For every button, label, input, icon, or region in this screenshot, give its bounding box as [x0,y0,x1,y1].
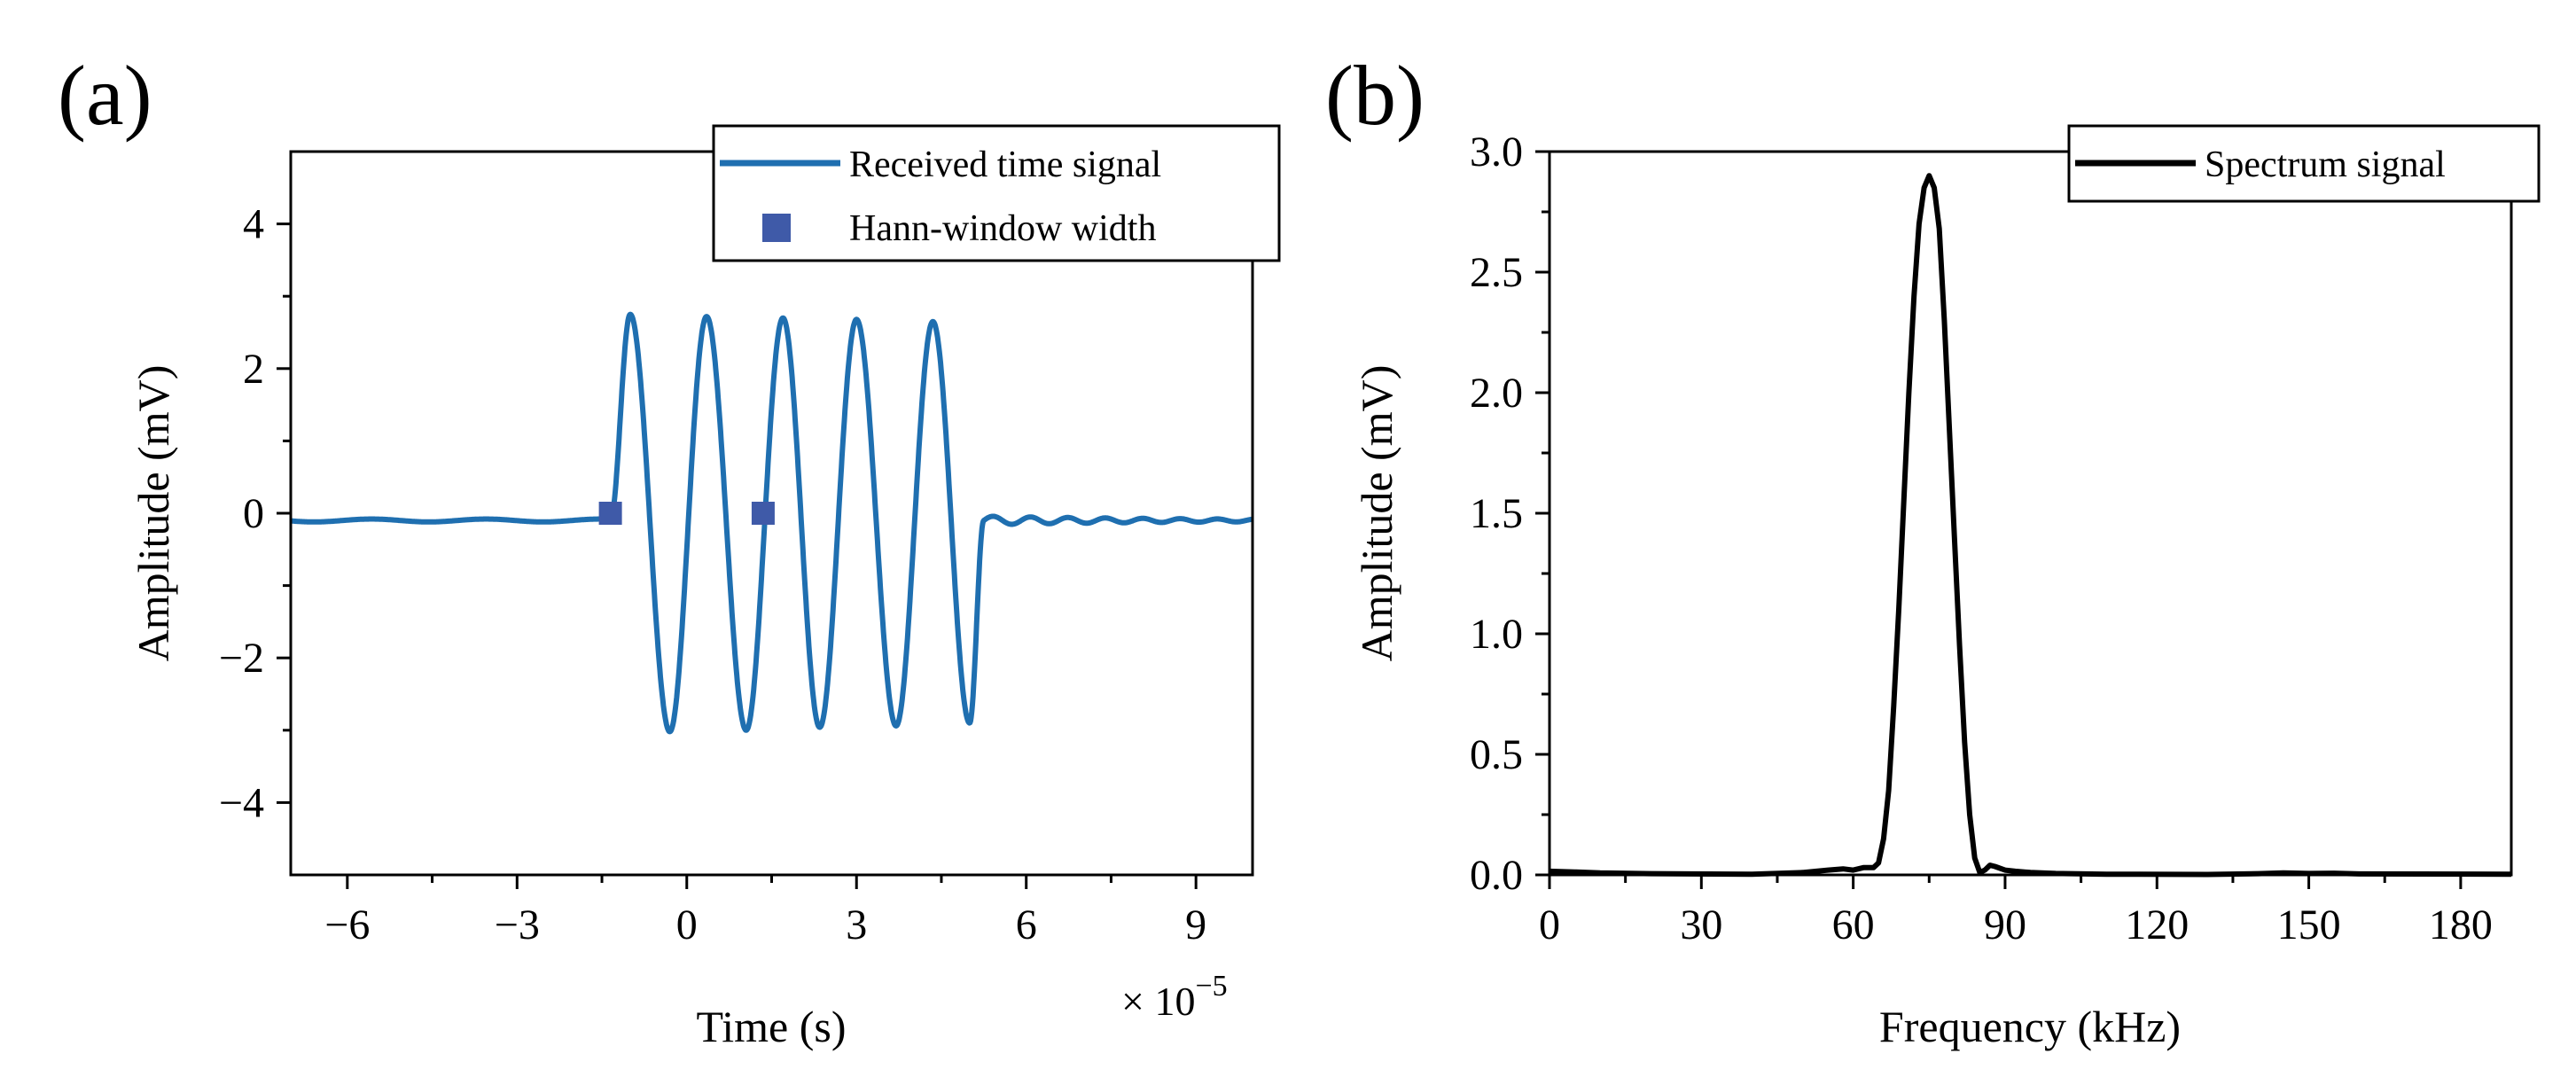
panel-b-y-tick-label: 0.0 [1470,852,1523,899]
panel-b-y-tick-label: 1.5 [1470,490,1523,537]
panel-b-x-tick-label: 180 [2429,901,2493,948]
panel-a-x-tick-label: −6 [324,901,370,948]
panel-a-ticks: −6 −3 0 3 6 9 −4 −2 0 2 4 [219,201,1206,948]
panel-b-y-tick-label: 1.0 [1470,611,1523,658]
panel-a-x-tick-label: 0 [676,901,698,948]
spectrum-signal-line [1549,173,2512,878]
panel-b-frame [1548,150,2513,877]
panel-b-x-tick-label: 90 [1984,901,2026,948]
panel-a-x-tick-label: 3 [846,901,867,948]
received-time-signal-line [288,311,1255,735]
panel-a-legend: Received time signal Hann-window width [712,124,1281,262]
panel-a-letter: (a) [58,48,152,143]
hann-window-marker [751,502,775,525]
panel-b-y-tick-label: 3.0 [1470,129,1523,176]
panel-a-x-tick-label: 9 [1185,901,1206,948]
panel-a-y-tick-label: 4 [243,201,264,248]
panel-a-x-multiplier-exponent: −5 [1195,970,1227,1003]
panel-b-x-tick-label: 120 [2125,901,2189,948]
panel-b-letter: (b) [1325,48,1425,143]
legend-hann-window-label: Hann-window width [849,208,1156,249]
panel-b-data-layer [1549,173,2512,878]
panel-a-y-tick-label: −2 [219,635,264,682]
panel-b-x-tick-label: 60 [1832,901,1875,948]
panel-a-x-multiplier-base: × 10 [1121,979,1195,1024]
panel-b: (b) 0 30 60 90 120 150 180 0.0 0.5 1.0 1.5 2.0 2.5 3.… [1325,48,2541,1051]
panel-a: (a) −6 −3 0 3 6 9 −4 −2 0 2 4 Time (s) Amplitude (… [58,48,1281,1051]
panel-a-x-axis-label: Time (s) [696,1002,846,1051]
panel-a-legend-box [712,124,1281,262]
panel-b-y-tick-label: 2.5 [1470,249,1523,296]
panel-a-y-tick-label: 2 [243,346,264,393]
panel-b-y-tick-label: 2.0 [1470,370,1523,417]
panel-a-y-axis-label: Amplitude (mV) [129,365,178,662]
legend-hann-window-swatch [762,214,791,242]
panel-a-x-multiplier: × 10−5 [1121,970,1228,1024]
panel-b-x-axis-label: Frequency (kHz) [1879,1002,2181,1051]
panel-b-x-tick-label: 150 [2277,901,2341,948]
panel-a-y-tick-label: 0 [243,490,264,537]
legend-received-signal-label: Received time signal [849,144,1161,185]
legend-spectrum-label: Spectrum signal [2205,144,2446,185]
panel-b-x-tick-label: 0 [1539,901,1560,948]
panel-b-legend: Spectrum signal [2067,124,2541,203]
hann-window-marker [598,502,622,525]
panel-a-x-tick-label: 6 [1016,901,1037,948]
panel-b-y-tick-label: 0.5 [1470,731,1523,778]
panel-a-y-tick-label: −4 [219,779,264,826]
panel-a-x-tick-label: −3 [495,901,540,948]
panel-a-data-layer [288,311,1255,735]
panel-b-ticks: 0 30 60 90 120 150 180 0.0 0.5 1.0 1.5 2.0 2.5 3.0 [1470,129,2493,948]
panel-b-x-tick-label: 30 [1680,901,1722,948]
panel-b-y-axis-label: Amplitude (mV) [1352,365,1401,662]
